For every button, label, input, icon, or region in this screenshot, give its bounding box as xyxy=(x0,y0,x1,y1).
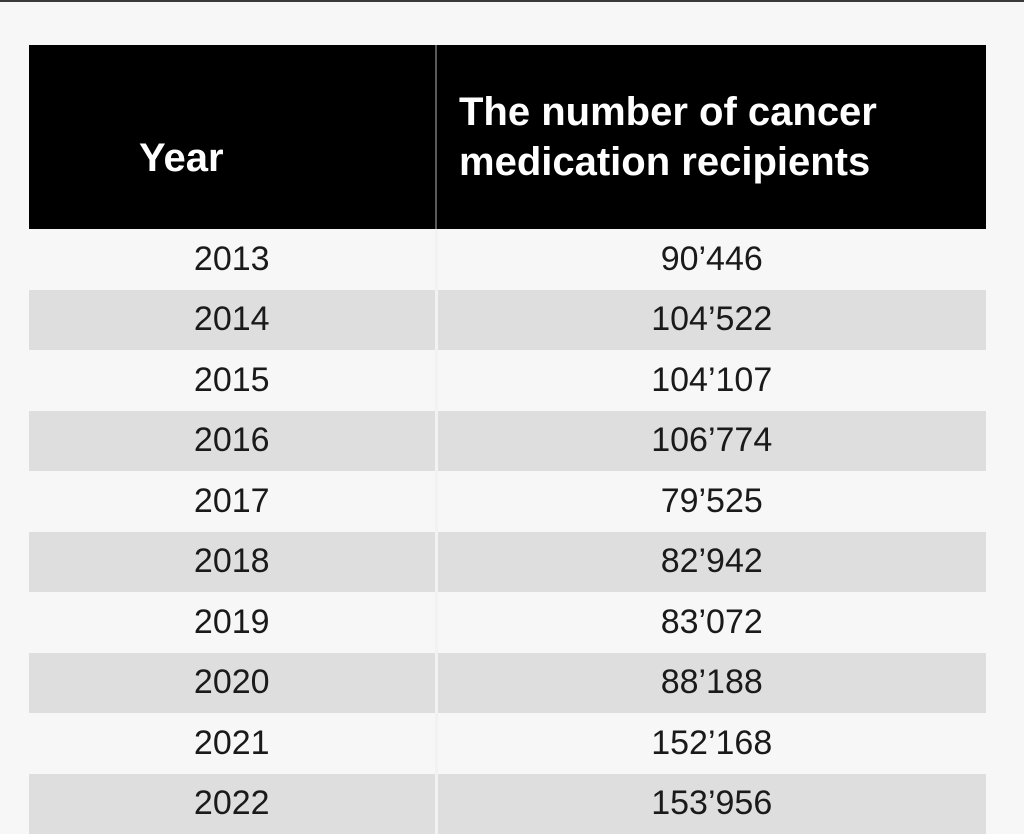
recipients-cell: 88’188 xyxy=(436,653,986,714)
year-cell: 2013 xyxy=(29,229,436,290)
year-cell: 2020 xyxy=(29,653,436,714)
year-cell: 2015 xyxy=(29,350,436,411)
top-border xyxy=(0,0,1024,2)
recipients-cell: 104’107 xyxy=(436,350,986,411)
year-cell: 2021 xyxy=(29,713,436,774)
year-cell: 2017 xyxy=(29,471,436,532)
recipients-cell: 104’522 xyxy=(436,290,986,351)
recipients-cell: 82’942 xyxy=(436,532,986,593)
recipients-table: Year The number of cancer medication rec… xyxy=(29,45,986,834)
column-header-year: Year xyxy=(29,45,436,229)
recipients-cell: 106’774 xyxy=(436,411,986,472)
recipients-cell: 153’956 xyxy=(436,774,986,834)
recipients-cell: 90’446 xyxy=(436,229,986,290)
column-header-recipients: The number of cancer medication recipien… xyxy=(436,45,986,229)
recipients-cell: 83’072 xyxy=(436,592,986,653)
recipients-cell: 79’525 xyxy=(436,471,986,532)
recipients-cell: 152’168 xyxy=(436,713,986,774)
table-header-row: Year The number of cancer medication rec… xyxy=(29,45,986,229)
year-cell: 2014 xyxy=(29,290,436,351)
year-cell: 2018 xyxy=(29,532,436,593)
year-cell: 2022 xyxy=(29,774,436,834)
year-cell: 2019 xyxy=(29,592,436,653)
year-cell: 2016 xyxy=(29,411,436,472)
